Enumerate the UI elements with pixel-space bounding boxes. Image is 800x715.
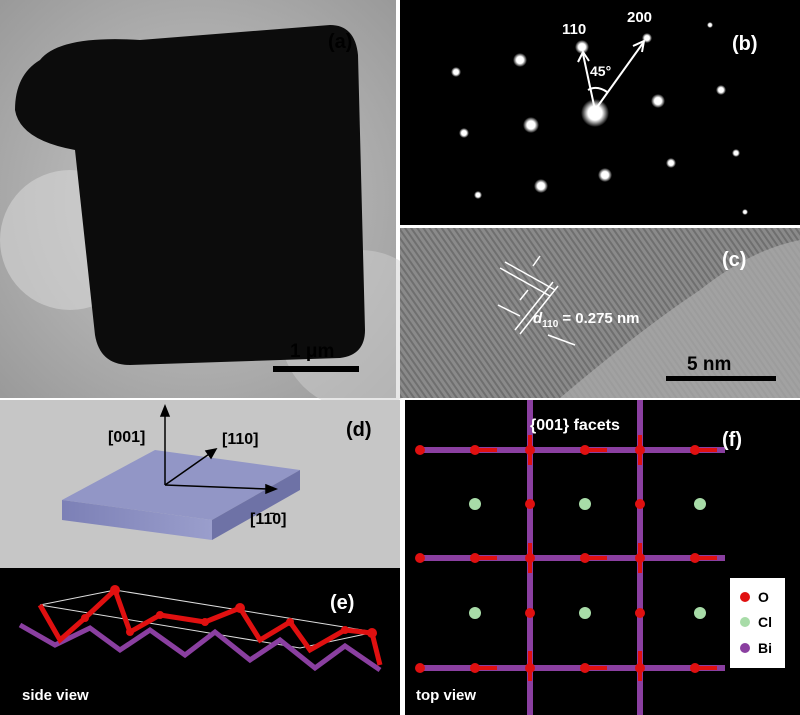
o-atom [415, 445, 425, 455]
o-atom [635, 445, 645, 455]
panel-b: 110 200 45° (b) [400, 0, 800, 225]
angle-label: 45° [590, 63, 611, 79]
spacing-subscript: 110 [542, 319, 559, 330]
spacing-value: = 0.275 nm [562, 310, 639, 327]
o-atom [635, 499, 645, 509]
lattice [415, 400, 725, 715]
o-atom [470, 445, 480, 455]
legend-box [730, 578, 785, 668]
spacing-label: d110 = 0.275 nm [533, 310, 639, 330]
cl-atom [579, 607, 591, 619]
spot [513, 53, 527, 67]
legend-label: Bi [758, 640, 772, 656]
spot [598, 168, 612, 182]
spot [459, 128, 469, 138]
scale-bar [666, 376, 776, 381]
o-atom [525, 663, 535, 673]
spot [732, 149, 740, 157]
o-atom [690, 445, 700, 455]
panel-label: (b) [732, 33, 758, 55]
legend-label: O [758, 589, 769, 605]
slab-side [212, 470, 300, 540]
legend-label: Cl [758, 614, 772, 630]
panel-label: (c) [722, 249, 746, 271]
spacing-markers [497, 255, 576, 346]
scale-label: 5 nm [687, 354, 731, 375]
spot-label: 200 [627, 9, 652, 26]
amorphous-edge [560, 240, 800, 398]
scale-label: 1 μm [290, 341, 334, 362]
view-caption: side view [22, 687, 89, 704]
spot [742, 209, 748, 215]
legend-swatch [740, 643, 750, 653]
panel-e: (e) side view [0, 568, 400, 715]
scale-bar [273, 366, 359, 372]
cl-atom [579, 498, 591, 510]
bi-chain [18, 622, 382, 673]
o-atom [470, 553, 480, 563]
spot [523, 117, 539, 133]
o-atom [525, 553, 535, 563]
o-chain [37, 585, 383, 666]
spot [534, 179, 548, 193]
facet-title: {001} facets [530, 417, 620, 434]
panel-label: (e) [330, 592, 354, 614]
o-atom [470, 663, 480, 673]
spot [575, 40, 589, 54]
panel-label: (a) [328, 31, 352, 53]
view-caption: top view [416, 687, 476, 704]
cl-atom [694, 498, 706, 510]
axis-label: [110] [222, 431, 258, 448]
spot [451, 67, 461, 77]
spot [651, 94, 665, 108]
o-atom [690, 663, 700, 673]
o-atom [580, 445, 590, 455]
axis-label: [11̄0] [250, 511, 286, 528]
slab-front [62, 500, 212, 540]
o-atom [415, 663, 425, 673]
panel-d: [001] [110] [11̄0] (d) [0, 400, 400, 568]
spots [451, 22, 748, 215]
o-atom [525, 445, 535, 455]
panel-f: {001} facets (f) top view O Cl Bi [405, 400, 800, 715]
spot [707, 22, 713, 28]
cl-atom [694, 607, 706, 619]
crystal [15, 25, 365, 365]
cl-atom [469, 498, 481, 510]
axis-label: [001] [108, 429, 145, 446]
legend-swatch [740, 592, 750, 602]
o-atom [635, 608, 645, 618]
o-atom [525, 608, 535, 618]
axes [159, 403, 279, 495]
o-atoms [81, 585, 377, 638]
spacing-symbol: d [533, 310, 543, 327]
cl-atom [469, 607, 481, 619]
spot [716, 85, 726, 95]
o-atom [690, 553, 700, 563]
o-atom [415, 553, 425, 563]
o-atom [580, 553, 590, 563]
angle-arrows [577, 39, 646, 111]
o-atom [635, 553, 645, 563]
o-atom [580, 663, 590, 673]
panel-c: d110 = 0.275 nm 5 nm (c) [400, 228, 800, 398]
panel-label: (d) [346, 419, 372, 441]
legend-swatch [740, 617, 750, 627]
panel-label: (f) [722, 429, 742, 451]
panel-a: 1 μm (a) [0, 0, 440, 410]
o-atom [525, 499, 535, 509]
o-atom [635, 663, 645, 673]
spot [474, 191, 482, 199]
spot [581, 99, 609, 127]
spot-label: 110 [562, 21, 586, 38]
spot [666, 158, 676, 168]
